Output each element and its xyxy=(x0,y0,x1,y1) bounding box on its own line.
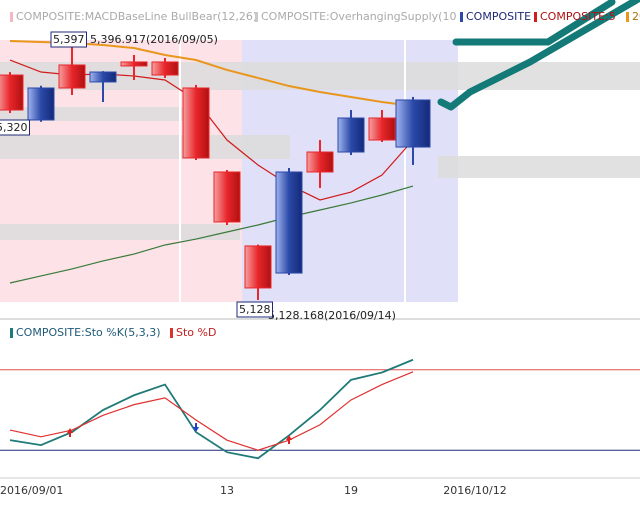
legend-marker xyxy=(170,328,173,338)
x-tick-label: 19 xyxy=(344,484,358,497)
legend-marker xyxy=(534,12,537,22)
candle-body xyxy=(244,245,272,289)
candle-body xyxy=(368,117,396,141)
trend-drawing xyxy=(437,0,640,111)
candle-body xyxy=(395,99,431,148)
candle-body xyxy=(306,151,334,173)
legend-marker xyxy=(255,12,258,22)
annotation: 5,396.917(2016/09/05) xyxy=(90,33,218,46)
legend-marker xyxy=(10,328,13,338)
annotation: 5,128.168(2016/09/14) xyxy=(268,309,396,322)
signal-arrows xyxy=(67,423,292,444)
plot: COMPOSITE:MACDBaseLine BullBear(12,26) CO… xyxy=(0,10,640,497)
stochastic-line xyxy=(9,371,414,451)
legend-marker xyxy=(626,12,629,22)
annotation: 5,397 xyxy=(53,33,85,46)
candle-body xyxy=(27,87,55,121)
candle-body xyxy=(0,74,24,111)
legend-label: 20 xyxy=(632,10,640,23)
legend-label: COMPOSITE xyxy=(466,10,531,23)
annotation-box xyxy=(50,31,87,48)
annotation: 5,320 xyxy=(0,121,28,134)
candle-body xyxy=(213,171,241,223)
legend-label: Sto %D xyxy=(176,326,216,339)
legend-marker xyxy=(10,12,13,22)
x-tick-label: 2016/09/01 xyxy=(0,484,63,497)
annotation-box xyxy=(0,119,30,136)
candle-body xyxy=(275,171,303,274)
x-tick-label: 2016/10/12 xyxy=(443,484,506,497)
candle-body xyxy=(89,71,117,83)
annotation: 5,128 xyxy=(239,303,271,316)
annotation-box xyxy=(236,301,273,318)
candle-body xyxy=(337,117,365,153)
candle-body xyxy=(58,64,86,89)
legend-label: COMPOSITE:MACDBaseLine BullBear(12,26) xyxy=(16,10,257,23)
candle-body xyxy=(151,61,179,76)
background-shading xyxy=(0,40,640,302)
stochastic-line xyxy=(9,358,414,460)
candle-body xyxy=(120,61,148,67)
legend-marker xyxy=(460,12,463,22)
legend-label: COMPOSITE:5 xyxy=(540,10,616,23)
moving-average-line xyxy=(9,185,414,284)
candle-body xyxy=(182,87,210,159)
x-tick-label: 13 xyxy=(220,484,234,497)
legend-label: COMPOSITE:OverhangingSupply(10 xyxy=(261,10,456,23)
legend-label: COMPOSITE:Sto %K(5,3,3) xyxy=(16,326,160,339)
